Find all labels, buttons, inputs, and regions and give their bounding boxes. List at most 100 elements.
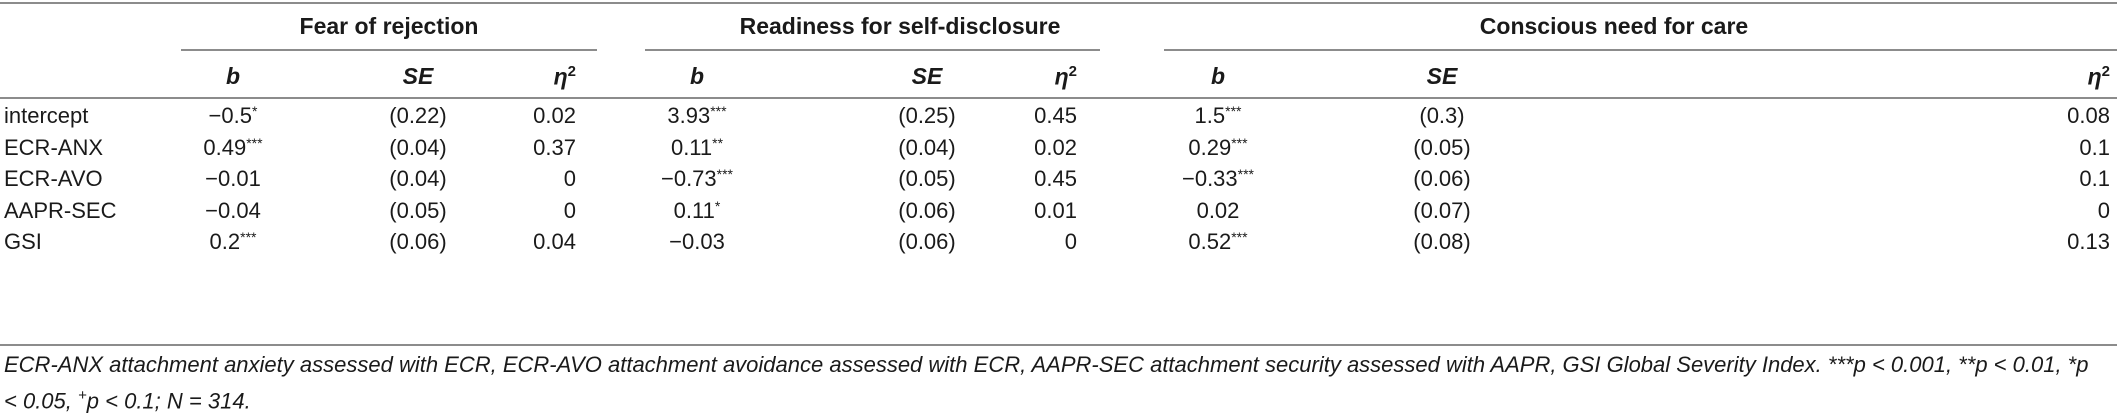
cell-value: −0.33 [1181,166,1238,191]
cell-eta: 0.45 [1034,103,1077,129]
cell-eta: 0 [564,198,576,224]
subheader-text: SE [402,63,434,89]
subheader-text: b [225,63,241,89]
group-rule-fear-of-rejection [181,49,597,51]
cell-value: (0.04) [389,166,447,191]
cell-value: 0.13 [2067,229,2110,254]
cell-b: −0.73*** [661,166,733,192]
cell-b: −0.04 [205,198,261,224]
group-rule-readiness-for-self-disclosure [645,49,1100,51]
cell-value: 1.5 [1194,103,1226,128]
row-label: GSI [4,229,42,254]
cell-b: 0.2*** [210,229,257,255]
significance-stars: *** [1237,166,1255,182]
group-header-fear-of-rejection: Fear of rejection [299,13,479,39]
cell-b: 3.93*** [667,103,726,129]
subheader-superscript: 2 [567,63,576,80]
cell-value: 0.49 [203,135,247,160]
subheader-superscript: 2 [2101,63,2110,80]
row-label: intercept [4,103,89,128]
significance-stars: *** [246,135,263,151]
subheader-b-1: b [226,63,240,90]
cell-value: (0.22) [389,103,447,128]
cell-value: (0.3) [1419,103,1465,128]
cell-value: 0.11 [670,135,713,160]
subheader-text: b [1210,63,1226,89]
cell-eta: 0.08 [2067,103,2110,129]
cell-value: 0.02 [533,103,576,128]
cell-se: (0.07) [1413,198,1470,224]
row-label: AAPR-SEC [4,198,117,223]
cell-eta: 0.1 [2079,135,2110,161]
significance-stars: *** [1231,229,1248,245]
subheader-text: η [1054,63,1069,90]
cell-se: (0.06) [389,229,446,255]
cell-value: (0.06) [898,198,956,223]
cell-se: (0.06) [898,229,955,255]
significance-stars: *** [240,229,257,245]
cell-se: (0.04) [389,166,446,192]
cell-value: 0.08 [2067,103,2110,128]
cell-value: (0.07) [1413,198,1471,223]
subheader-se-1: SE [403,63,434,90]
cell-value: (0.06) [898,229,956,254]
subheader-superscript: 2 [1068,63,1077,80]
cell-b: 0.49*** [203,135,262,161]
cell-eta: 0.04 [533,229,576,255]
footnote-text-5: p < 0.1; [86,388,167,414]
group-header-conscious-need-for-care: Conscious need for care [1479,13,1749,39]
cell-value: 0.45 [1034,166,1077,191]
subheader-text: η [553,63,568,90]
cell-value: (0.25) [898,103,956,128]
subheader-text: SE [1426,63,1458,89]
cell-b: −0.5* [209,103,258,129]
header-rule [0,97,2117,99]
cell-value: (0.04) [389,135,447,160]
cell-b: 0.11* [674,198,721,224]
row-label: ECR-AVO [4,166,103,191]
cell-b: 0.52*** [1188,229,1247,255]
cell-se: (0.05) [389,198,446,224]
subheader-b-2: b [690,63,704,90]
significance-stars: *** [1231,135,1248,151]
cell-value: 0.11 [673,198,715,223]
footnote-text-1: ECR-ANX attachment anxiety assessed with… [4,352,1854,377]
cell-eta: 0.1 [2079,166,2110,192]
cell-b: −0.33*** [1182,166,1254,192]
subheader-text: η [2087,63,2102,90]
cell-value: (0.05) [898,166,956,191]
cell-se: (0.04) [898,135,955,161]
cell-b: −0.01 [205,166,261,192]
subheader-eta-2: η2 [1055,63,1077,91]
footnote-text-2: p < 0.001, ** [1853,352,1976,377]
cell-value: 0.02 [1196,198,1240,223]
cell-value: 0 [563,198,576,223]
cell-se: (0.3) [1419,103,1464,129]
cell-se: (0.08) [1413,229,1470,255]
subheader-eta-1: η2 [554,63,576,91]
cell-se: (0.22) [389,103,446,129]
cell-b: −0.03 [669,229,725,255]
cell-value: (0.06) [389,229,447,254]
cell-b: 0.11** [671,135,723,161]
cell-value: 0.1 [2079,166,2110,191]
table-footnote: ECR-ANX attachment anxiety assessed with… [4,349,2094,416]
cell-eta: 0 [564,166,576,192]
row-label: ECR-ANX [4,135,104,160]
subheader-text: b [689,63,705,89]
cell-eta: 0.37 [533,135,576,161]
cell-value: 0.01 [1034,198,1077,223]
cell-se: (0.06) [1413,166,1470,192]
cell-value: 0 [563,166,576,191]
cell-b: 0.02 [1197,198,1240,224]
significance-stars: * [714,198,721,214]
cell-b: 1.5*** [1195,103,1242,129]
footnote-plus: + [78,387,87,404]
cell-value: 0.29 [1188,135,1232,160]
cell-se: (0.06) [898,198,955,224]
cell-value: (0.04) [898,135,956,160]
group-rule-conscious-need-for-care [1164,49,2117,51]
cell-value: 0.45 [1034,103,1077,128]
cell-se: (0.05) [1413,135,1470,161]
